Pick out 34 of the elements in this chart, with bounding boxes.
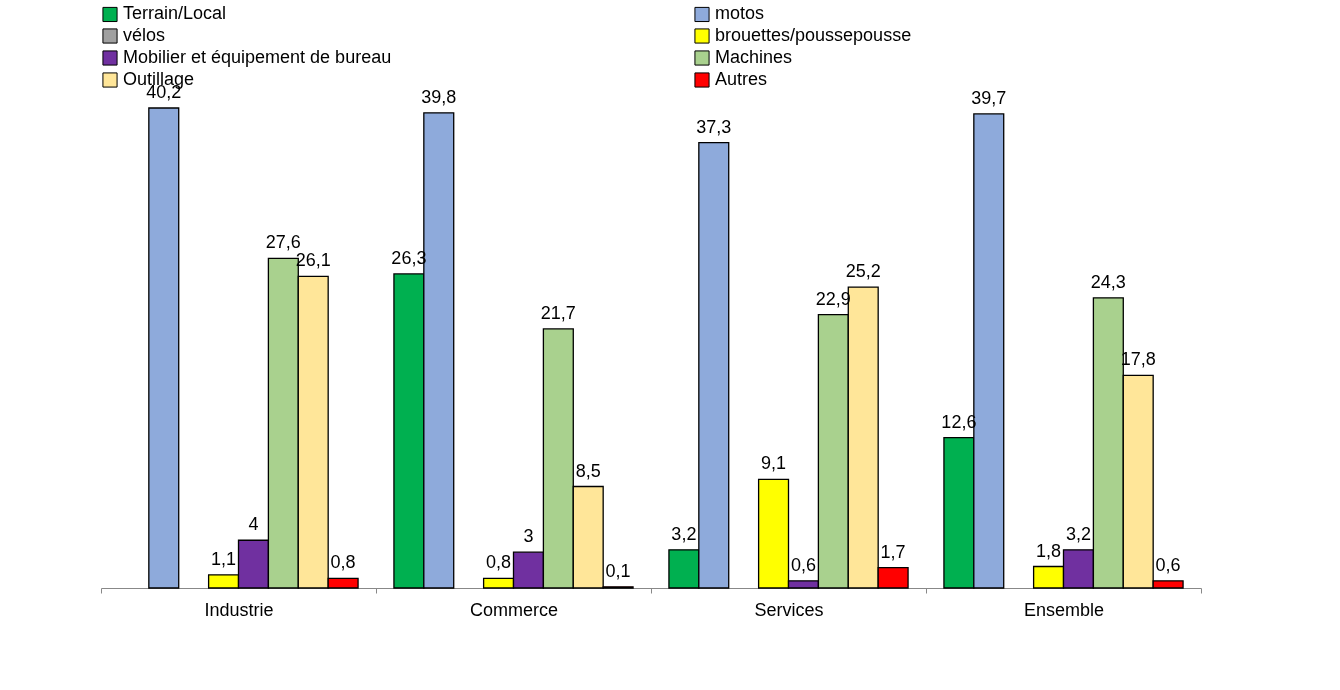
x-tick-label: Services	[754, 599, 824, 620]
legend-label: Autres	[715, 69, 768, 89]
legend-label: brouettes/poussepousse	[715, 25, 912, 45]
data-label: 27,6	[265, 232, 301, 253]
data-label: 1,7	[880, 541, 906, 562]
data-label: 3,2	[1065, 523, 1091, 544]
data-label: 3	[523, 526, 534, 547]
data-label: 37,3	[696, 116, 732, 137]
data-label: 26,1	[295, 250, 331, 271]
data-label: 0,6	[1155, 554, 1181, 575]
data-label: 39,7	[971, 87, 1007, 108]
legend-label: Mobilier et équipement de bureau	[123, 47, 392, 67]
bar	[148, 107, 180, 589]
x-tick-label: Industrie	[204, 599, 274, 620]
data-label: 0,8	[486, 552, 512, 573]
legend-label: Terrain/Local	[123, 3, 227, 24]
data-label: 25,2	[845, 261, 881, 282]
legend-label: vélos	[123, 25, 166, 45]
data-label: 9,1	[761, 453, 787, 474]
data-label: 0,6	[790, 554, 816, 575]
data-label: 3,2	[671, 523, 697, 544]
data-label: 21,7	[540, 302, 576, 323]
data-label: 0,1	[605, 560, 631, 581]
data-label: 4	[248, 514, 259, 535]
data-label: 1,8	[1036, 540, 1062, 561]
data-label: 39,8	[421, 86, 457, 107]
data-label: 24,3	[1090, 271, 1126, 292]
x-tick-label: Commerce	[469, 599, 559, 620]
data-label: 1,1	[211, 548, 237, 569]
legend-label: motos	[715, 3, 765, 24]
x-tick-label: Ensemble	[1023, 599, 1105, 620]
data-label: 0,8	[330, 552, 356, 573]
data-label: 8,5	[575, 460, 601, 481]
legend-label: Machines	[715, 47, 793, 67]
